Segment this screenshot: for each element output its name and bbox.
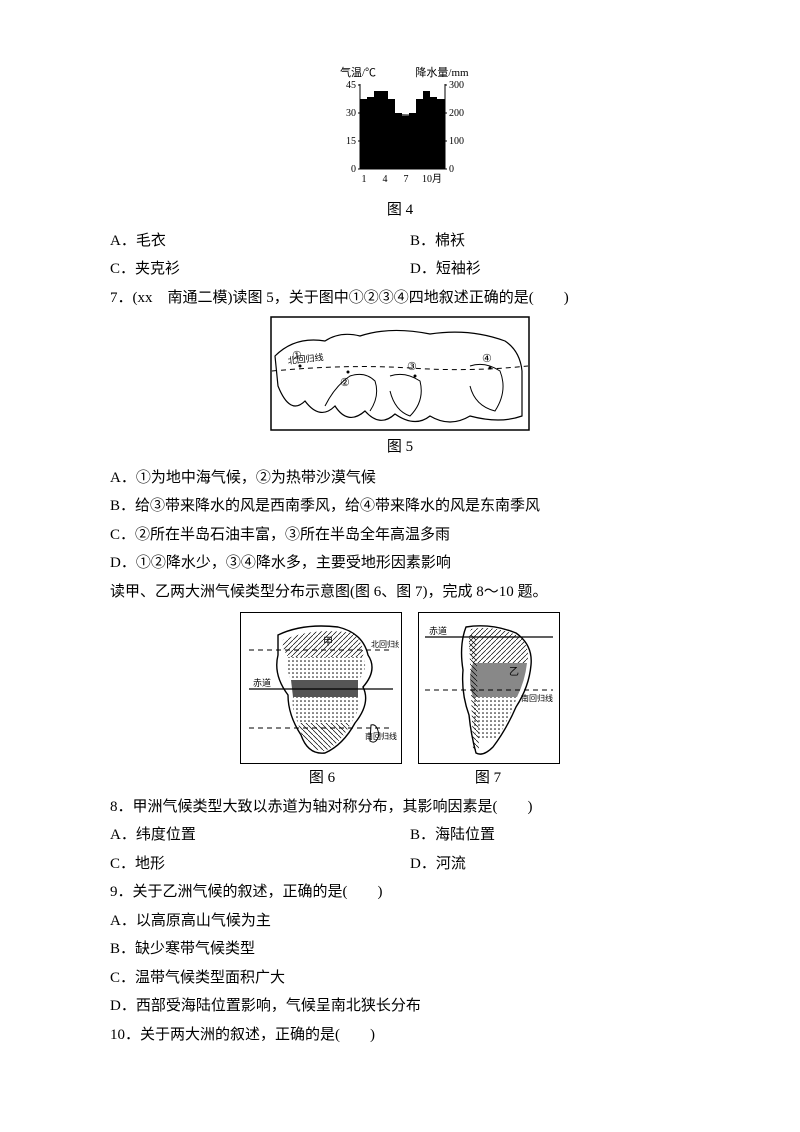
q9-option-a: A．以高原高山气候为主 (110, 907, 690, 936)
figure-6-svg: 北回归线 赤道 南回归线 甲 (243, 615, 399, 761)
figures-6-7: 北回归线 赤道 南回归线 甲 (110, 612, 690, 764)
svg-text:赤道: 赤道 (253, 677, 271, 688)
svg-text:南回归线: 南回归线 (365, 731, 397, 741)
svg-text:1: 1 (362, 174, 367, 185)
svg-text:南回归线: 南回归线 (521, 693, 553, 703)
q9-option-c: C．温带气候类型面积广大 (110, 964, 690, 993)
svg-text:④: ④ (482, 353, 492, 365)
svg-text:7: 7 (404, 174, 409, 185)
svg-text:15: 15 (346, 136, 356, 147)
svg-text:乙: 乙 (509, 666, 519, 678)
q8-option-a: A．纬度位置 (110, 821, 390, 850)
q8-option-d: D．河流 (410, 850, 690, 879)
chart4-right-title: 降水量/mm (415, 65, 469, 79)
figure-5: 北回归线 ① ② ③ ④ 图 5 (110, 316, 690, 462)
q7-option-c: C．②所在半岛石油丰富，③所在半岛全年高温多雨 (110, 521, 690, 550)
q8-stem: 8．甲洲气候类型大致以赤道为轴对称分布，其影响因素是( ) (110, 793, 690, 822)
figure-5-caption: 图 5 (110, 433, 690, 462)
chart4-left-title: 气温/℃ (340, 65, 376, 79)
q8-row2: C．地形 D．河流 (110, 850, 690, 879)
q9-stem: 9．关于乙洲气候的叙述，正确的是( ) (110, 878, 690, 907)
svg-text:②: ② (340, 377, 350, 389)
q8-10-intro: 读甲、乙两大洲气候类型分布示意图(图 6、图 7)，完成 8～10 题。 (110, 578, 690, 607)
q7-option-b: B．给③带来降水的风是西南季风，给④带来降水的风是东南季风 (110, 492, 690, 521)
figure-7-caption: 图 7 (418, 764, 558, 793)
figure-4: 气温/℃ 降水量/mm 0 15 30 45 0 100 200 (110, 64, 690, 225)
svg-text:10月: 10月 (422, 173, 442, 185)
figures-6-7-captions: 图 6 图 7 (110, 764, 690, 793)
figure-7-svg: 赤道 南回归线 乙 (421, 615, 557, 761)
q8-option-b: B．海陆位置 (410, 821, 690, 850)
q10-stem: 10．关于两大洲的叙述，正确的是( ) (110, 1021, 690, 1050)
q7-stem: 7．(xx 南通二模)读图 5，关于图中①②③④四地叙述正确的是( ) (110, 284, 690, 313)
q8-row1: A．纬度位置 B．海陆位置 (110, 821, 690, 850)
q9-option-b: B．缺少寒带气候类型 (110, 935, 690, 964)
svg-text:45: 45 (346, 80, 356, 91)
q6-options-row1: A．毛衣 B．棉袄 (110, 227, 690, 256)
svg-text:甲: 甲 (323, 637, 333, 648)
q6-option-b: B．棉袄 (410, 227, 690, 256)
q6-option-d: D．短袖衫 (410, 255, 690, 284)
figure-4-caption: 图 4 (110, 196, 690, 225)
svg-text:100: 100 (449, 136, 464, 147)
svg-text:赤道: 赤道 (429, 625, 447, 636)
q6-option-a: A．毛衣 (110, 227, 390, 256)
q6-option-c: C．夹克衫 (110, 255, 390, 284)
q7-option-d: D．①②降水少，③④降水多，主要受地形因素影响 (110, 549, 690, 578)
svg-text:30: 30 (346, 108, 356, 119)
svg-text:①: ① (292, 350, 302, 362)
q6-options-row2: C．夹克衫 D．短袖衫 (110, 255, 690, 284)
figure-6-caption: 图 6 (242, 764, 402, 793)
svg-text:0: 0 (351, 164, 356, 175)
q8-option-c: C．地形 (110, 850, 390, 879)
q7-option-a: A．①为地中海气候，②为热带沙漠气候 (110, 464, 690, 493)
svg-text:4: 4 (383, 174, 388, 185)
q9-option-d: D．西部受海陆位置影响，气候呈南北狭长分布 (110, 992, 690, 1021)
svg-text:③: ③ (407, 361, 417, 373)
svg-text:200: 200 (449, 108, 464, 119)
svg-text:300: 300 (449, 80, 464, 91)
svg-text:0: 0 (449, 164, 454, 175)
svg-text:北回归线: 北回归线 (371, 639, 399, 649)
